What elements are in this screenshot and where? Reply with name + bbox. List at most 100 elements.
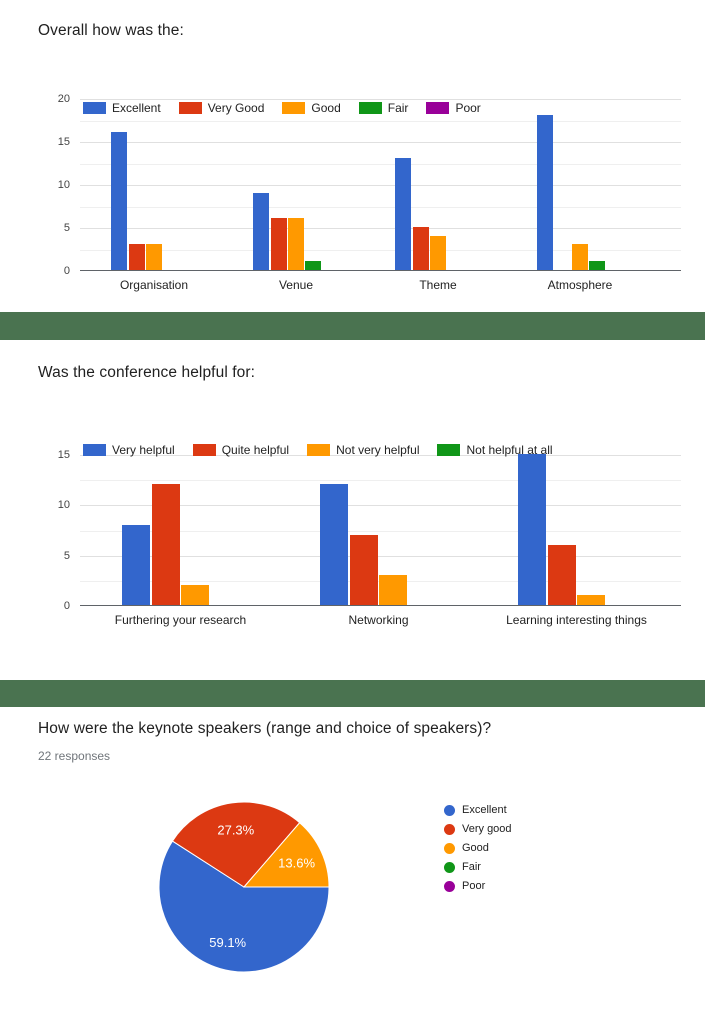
legend-item-fair: Fair [358, 101, 409, 115]
pie-legend-label: Very good [462, 823, 512, 835]
gridline [80, 480, 681, 482]
gridline [80, 120, 681, 122]
pie-legend-dot-excellent [444, 804, 455, 816]
pie-legend-dot-very-good [444, 823, 455, 835]
gridline [80, 249, 681, 251]
gridline [80, 228, 681, 229]
gridline [80, 185, 681, 186]
gridline [80, 530, 681, 532]
bar-good-venue[interactable] [288, 218, 304, 270]
x-axis-label: Networking [348, 613, 409, 627]
y-axis-label: 20 [57, 93, 70, 105]
gridline [80, 99, 681, 100]
legend-swatch-quite-helpful [192, 444, 216, 456]
gridline [80, 455, 681, 456]
legend-swatch-fair [358, 102, 382, 114]
bar-good-organisation[interactable] [146, 244, 162, 270]
x-axis-label: Atmosphere [547, 278, 613, 292]
bar-fair-venue[interactable] [305, 261, 322, 270]
bar-excellent-theme[interactable] [395, 158, 412, 270]
pie-legend-label: Excellent [462, 804, 507, 816]
pie-slice-percent-very-good: 27.3% [217, 822, 254, 837]
legend-swatch-not-very-helpful [307, 444, 331, 456]
pie-legend-dot-good [444, 842, 455, 854]
bar-quite-helpful-furthering-your-research[interactable] [151, 484, 180, 605]
x-axis-label: Venue [278, 278, 314, 292]
legend-label: Fair [387, 101, 409, 115]
bar-not-very-helpful-learning-interesting-things[interactable] [577, 594, 606, 605]
question-title-helpful: Was the conference helpful for: [38, 364, 256, 381]
legend-item-excellent: Excellent [83, 101, 161, 115]
bar-chart-helpful: 0 5 10 15 Furthering your research Networking… [0, 340, 705, 680]
pie-legend-dot-fair [444, 861, 455, 873]
pie-legend-item-fair: Fair [444, 861, 512, 873]
bar-excellent-organisation[interactable] [111, 132, 128, 270]
pie-slice-excellent[interactable] [158, 840, 330, 973]
legend-label: Poor [455, 101, 481, 115]
pie-slice-good[interactable] [242, 822, 330, 888]
bar-very-good-theme[interactable] [412, 227, 429, 270]
y-axis-label: 0 [63, 265, 70, 277]
bar-fair-atmosphere[interactable] [589, 261, 606, 270]
bar-quite-helpful-networking[interactable] [349, 534, 378, 605]
x-axis-label: Furthering your research [114, 613, 247, 627]
legend-item-good: Good [282, 101, 341, 115]
plot-area [80, 454, 681, 606]
pie-chart-keynote: 59.1% 27.3% 13.6% Excellent Very good Good Fai… [0, 707, 705, 1024]
section-divider [0, 312, 705, 340]
pie-graphic: 59.1% 27.3% 13.6% [158, 801, 330, 973]
bar-good-theme[interactable] [430, 235, 446, 270]
legend-label: Excellent [112, 101, 161, 115]
bar-very-helpful-furthering-your-research[interactable] [122, 524, 150, 605]
pie-legend: Excellent Very good Good Fair Poor [444, 804, 512, 892]
x-axis-line [80, 605, 681, 606]
pie-legend-label: Fair [462, 861, 481, 873]
bar-very-helpful-learning-interesting-things[interactable] [518, 454, 546, 605]
section-overall-rating: Overall how was the: 0 5 10 15 20 Organisatio… [0, 0, 705, 312]
y-axis-label: 10 [57, 499, 70, 512]
legend-item-not-very-helpful: Not very helpful [307, 443, 419, 457]
bar-not-very-helpful-furthering-your-research[interactable] [181, 584, 210, 605]
legend-swatch-excellent [83, 102, 106, 114]
legend-label: Quite helpful [221, 443, 290, 457]
bar-excellent-venue[interactable] [253, 192, 270, 270]
y-axis-label: 15 [57, 136, 70, 148]
gridline [80, 163, 681, 165]
y-axis-label: 10 [57, 179, 70, 191]
gridline [80, 206, 681, 208]
pie-legend-item-very-good: Very good [444, 823, 512, 835]
bar-very-good-venue[interactable] [270, 218, 287, 270]
pie-slice-percent-good: 13.6% [278, 856, 315, 871]
pie-slice-very-good[interactable] [171, 801, 301, 888]
y-axis-label: 0 [63, 600, 70, 612]
question-title-keynote: How were the keynote speakers (range and… [38, 720, 492, 737]
bar-quite-helpful-learning-interesting-things[interactable] [547, 544, 576, 605]
x-axis-line [80, 270, 681, 271]
question-title-overall: Overall how was the: [38, 22, 184, 39]
response-count: 22 responses [38, 749, 111, 763]
legend-label: Very helpful [112, 443, 175, 457]
plot-area [80, 99, 681, 271]
pie-legend-item-poor: Poor [444, 880, 512, 892]
bar-not-very-helpful-networking[interactable] [379, 574, 408, 605]
chart-legend: Very helpful Quite helpful Not very helpfu… [83, 443, 571, 457]
x-axis-label: Learning interesting things [506, 613, 647, 627]
bar-very-helpful-networking[interactable] [319, 484, 348, 605]
bar-excellent-atmosphere[interactable] [537, 115, 554, 270]
section-conference-helpful: Was the conference helpful for: 0 5 10 15 Fu… [0, 340, 705, 680]
bar-very-good-organisation[interactable] [128, 244, 145, 270]
legend-label: Good [311, 101, 341, 115]
legend-label: Very Good [207, 101, 265, 115]
section-divider [0, 680, 705, 707]
legend-label: Not helpful at all [466, 443, 553, 457]
legend-item-not-helpful-at-all: Not helpful at all [437, 443, 553, 457]
pie-legend-dot-poor [444, 880, 455, 892]
legend-item-quite-helpful: Quite helpful [192, 443, 290, 457]
legend-item-very-good: Very Good [178, 101, 265, 115]
y-axis-label: 5 [63, 222, 70, 234]
pie-legend-item-excellent: Excellent [444, 804, 512, 816]
pie-legend-label: Good [462, 842, 489, 854]
bar-good-atmosphere[interactable] [572, 244, 588, 270]
gridline [80, 142, 681, 143]
x-axis-label: Theme [419, 278, 457, 292]
